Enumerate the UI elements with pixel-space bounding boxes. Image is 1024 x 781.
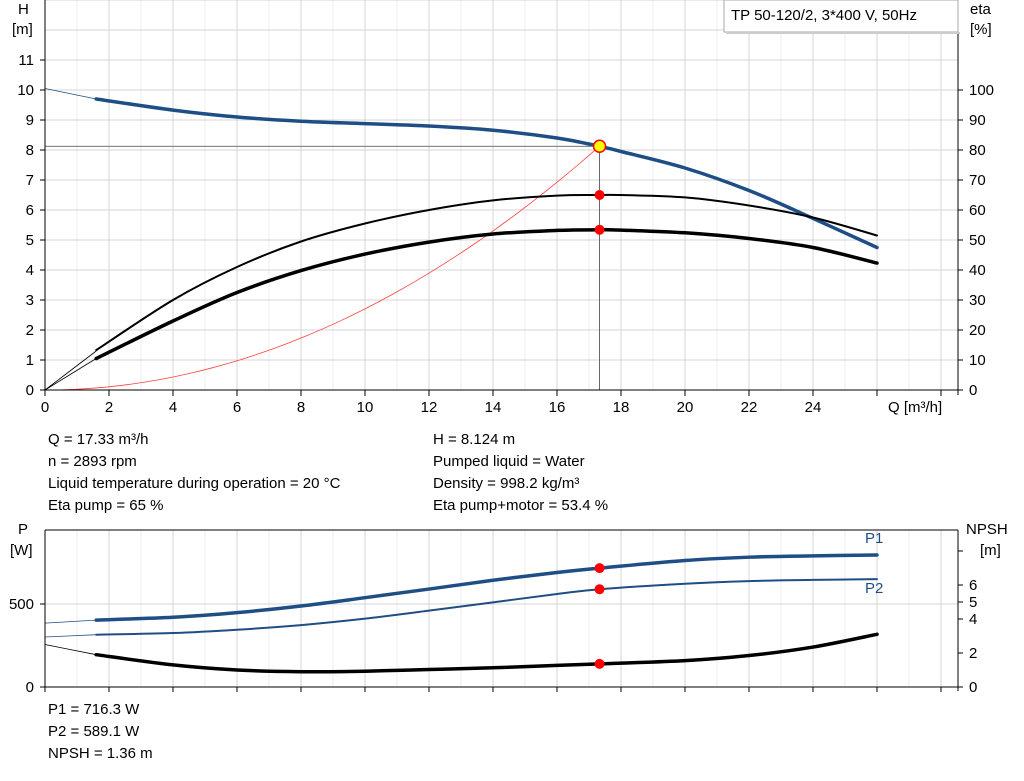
y-tick-label-left: 9 [26,112,34,129]
y-tick-label-left: 7 [26,172,34,189]
p1-curve [94,553,879,622]
x-tick-label: 24 [805,399,822,416]
y-tick-label-right: 10 [969,352,986,369]
p2-point [594,584,605,595]
npsh-tick-label: 6 [969,577,977,594]
p-axis-label: P [18,521,28,538]
y-tick-label-right: 0 [969,382,977,399]
eta-pump-motor-curve [94,227,879,361]
axes: 0 2 4 6 8 10 12 14 16 18 20 22 24 Q [m³/h]01234567891… [9,0,1008,696]
head-curve [94,97,879,250]
info-eta-pump: Eta pump = 65 % [48,497,164,514]
y-axis-label-right: eta [970,1,992,18]
p1-extension [44,619,97,624]
x-tick-label: 0 [41,399,49,416]
y-axis-unit-right: [%] [970,21,992,38]
p2-extension [44,634,97,638]
y-tick-label-left: 11 [18,52,34,69]
npsh-extension [44,644,97,656]
eta-pump-extension [44,350,97,391]
bottom-grid [45,530,958,687]
info-temp: Liquid temperature during operation = 20… [48,475,341,492]
chart-title: TP 50-120/2, 3*400 V, 50Hz [731,7,917,24]
x-tick-label: 12 [421,399,438,416]
eta-pump-point [594,190,605,200]
npsh-tick-label: 0 [969,679,977,696]
p2-label: P2 [865,580,883,597]
p-tick-label: 500 [9,596,34,613]
x-tick-label: 6 [233,399,241,416]
y-tick-label-right: 50 [969,232,986,249]
y-tick-label-left: 8 [26,142,34,159]
title-box: TP 50-120/2, 3*400 V, 50Hz [723,0,960,34]
y-tick-label-left: 6 [26,202,34,219]
y-tick-label-right: 60 [969,202,986,219]
eta-pump-motor-extension [44,358,97,391]
npsh-curve [94,632,879,674]
eta-pump-curve [95,193,878,352]
y-tick-label-right: 30 [969,292,986,309]
info-npsh: NPSH = 1.36 m [48,745,153,762]
x-tick-label: 20 [677,399,694,416]
p1-point [594,563,605,574]
y-tick-label-left: 1 [26,352,34,369]
x-tick-label: 2 [105,399,113,416]
npsh-axis-unit: [m] [980,542,1001,559]
x-tick-label: 18 [613,399,630,416]
x-axis-label: Q [m³/h] [888,399,942,416]
p1-label: P1 [865,530,883,547]
info-liquid: Pumped liquid = Water [433,453,585,470]
info-top-left: Q = 17.33 m³/h n = 2893 rpm Liquid tempe… [48,429,340,517]
info-density: Density = 998.2 kg/m³ [433,475,580,492]
y-tick-label-left: 4 [26,262,34,279]
npsh-tick-label: 2 [969,645,977,662]
npsh-axis-label: NPSH [966,521,1008,538]
system-curve [44,145,600,391]
info-eta-pump-motor: Eta pump+motor = 53.4 % [433,497,609,514]
top-grid [45,0,958,390]
y-tick-label-left: 5 [26,232,34,249]
npsh-tick-label: 5 [969,594,977,611]
x-tick-label: 4 [169,399,177,416]
head-extension [44,88,97,100]
y-tick-label-right: 40 [969,262,986,279]
npsh-point [594,658,605,669]
eta-pump-motor-point [594,224,605,235]
y-tick-label-left: 0 [26,382,34,399]
x-tick-label: 22 [741,399,758,416]
info-q: Q = 17.33 m³/h [48,431,149,448]
p2-curve [95,578,878,636]
p-axis-unit: [W] [10,542,33,559]
y-tick-label-left: 3 [26,292,34,309]
x-tick-label: 16 [549,399,566,416]
info-bottom: P1 = 716.3 W P2 = 589.1 W NPSH = 1.36 m [48,699,153,765]
y-tick-label-right: 70 [969,172,986,189]
p-tick-label: 0 [26,679,34,696]
y-tick-label-left: 2 [26,322,34,339]
y-axis-unit-left: [m] [12,21,33,38]
info-p2: P2 = 589.1 W [48,723,140,740]
y-tick-label-right: 80 [969,142,986,159]
info-p1: P1 = 716.3 W [48,701,140,718]
y-tick-label-left: 10 [17,82,34,99]
x-tick-label: 8 [297,399,305,416]
curves: P1 P2 [44,88,883,674]
y-tick-label-right: 20 [969,322,986,339]
info-top-right: H = 8.124 m Pumped liquid = Water Densit… [433,429,608,517]
y-tick-label-right: 90 [969,112,986,129]
y-axis-label-left: H [18,1,29,18]
npsh-tick-label: 4 [969,611,977,628]
y-tick-label-right: 100 [969,82,994,99]
info-h: H = 8.124 m [433,431,516,448]
x-tick-label: 14 [485,399,502,416]
x-tick-label: 10 [357,399,374,416]
info-n: n = 2893 rpm [48,453,137,470]
duty-point [592,139,607,154]
